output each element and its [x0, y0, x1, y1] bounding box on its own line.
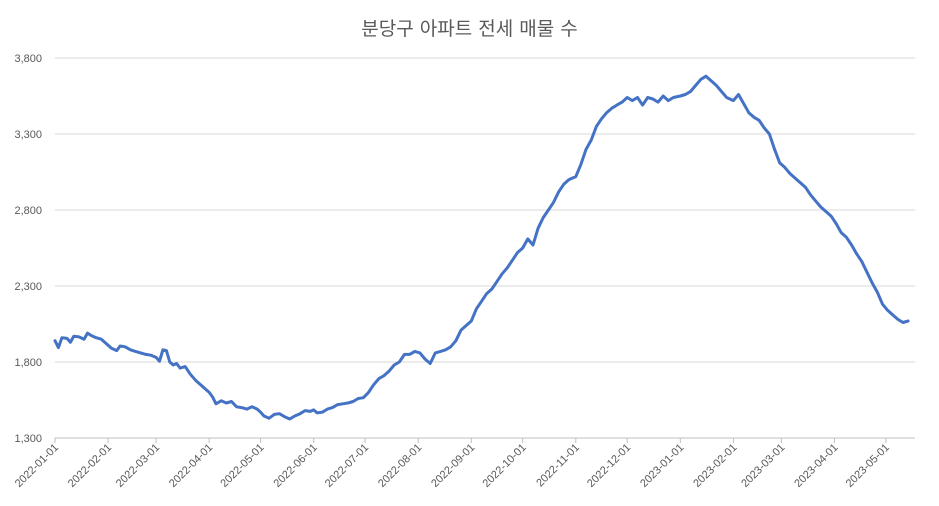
x-tick-label: 2022-08-01: [376, 442, 424, 490]
y-tick-label: 3,300: [14, 129, 42, 141]
x-tick-label: 2023-04-01: [792, 442, 840, 490]
y-axis-ticks: 1,300 1,800 2,300 2,800 3,300 3,800: [14, 53, 42, 445]
y-tick-label: 1,300: [14, 433, 42, 445]
chart-title: 분당구 아파트 전세 매물 수: [361, 18, 578, 40]
x-tick-label: 2022-01-01: [13, 442, 61, 490]
x-tick-label: 2022-07-01: [323, 442, 371, 490]
x-axis-ticks: 2022-01-01 2022-02-01 2022-03-01 2022-04-01…: [13, 438, 892, 490]
x-tick-label: 2023-01-01: [638, 442, 686, 490]
y-tick-label: 1,800: [14, 357, 42, 369]
x-tick-label: 2022-09-01: [429, 442, 477, 490]
x-tick-label: 2023-03-01: [739, 442, 787, 490]
series-layer: [53, 74, 910, 421]
series-line: [53, 74, 910, 421]
x-tick-label: 2022-06-01: [272, 442, 320, 490]
x-tick-label: 2022-12-01: [585, 442, 633, 490]
gridlines: [55, 57, 915, 439]
x-tick-label: 2023-02-01: [691, 442, 739, 490]
x-tick-label: 2022-11-01: [534, 442, 582, 490]
x-tick-label: 2023-05-01: [844, 442, 892, 490]
y-tick-label: 2,800: [14, 205, 42, 217]
x-tick-label: 2022-05-01: [218, 442, 266, 490]
y-tick-label: 3,800: [14, 53, 42, 65]
x-tick-label: 2022-10-01: [481, 442, 529, 490]
y-tick-label: 2,300: [14, 281, 42, 293]
x-tick-label: 2022-03-01: [114, 442, 162, 490]
x-tick-label: 2022-04-01: [167, 442, 215, 490]
x-tick-label: 2022-02-01: [66, 442, 114, 490]
